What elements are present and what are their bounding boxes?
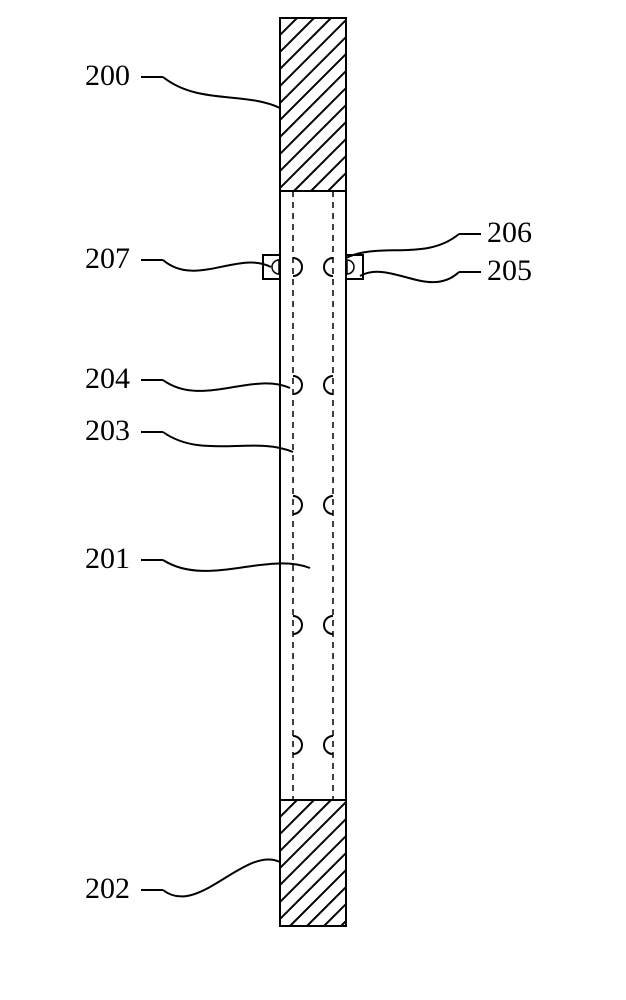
hatched-bottom [154, 800, 586, 926]
leader-curve-202 [163, 859, 280, 896]
label-206: 206 [487, 216, 532, 249]
clip-right-d [347, 260, 354, 274]
bump-right-2 [324, 496, 333, 514]
leader-curve-203 [163, 432, 293, 452]
label-204: 204 [85, 362, 130, 395]
bump-right-0 [324, 258, 333, 276]
leader-curve-200 [163, 77, 280, 108]
leader-curve-205 [360, 272, 459, 282]
label-202: 202 [85, 872, 130, 905]
label-200: 200 [85, 59, 130, 92]
bump-left-3 [293, 616, 302, 634]
bump-right-1 [324, 376, 333, 394]
label-205: 205 [487, 254, 532, 287]
bump-left-4 [293, 736, 302, 754]
clip-left-d [272, 260, 279, 274]
hatched-top [107, 18, 626, 191]
leader-curve-201 [163, 560, 310, 571]
leader-curve-207 [163, 260, 271, 271]
bump-left-2 [293, 496, 302, 514]
label-203: 203 [85, 414, 130, 447]
bump-right-3 [324, 616, 333, 634]
technical-diagram: 200 207 204 203 201 202 206 205 [0, 0, 626, 1000]
label-207: 207 [85, 242, 130, 275]
bump-right-4 [324, 736, 333, 754]
bump-left-0 [293, 258, 302, 276]
leader-curve-204 [163, 380, 290, 391]
bump-left-1 [293, 376, 302, 394]
label-201: 201 [85, 542, 130, 575]
